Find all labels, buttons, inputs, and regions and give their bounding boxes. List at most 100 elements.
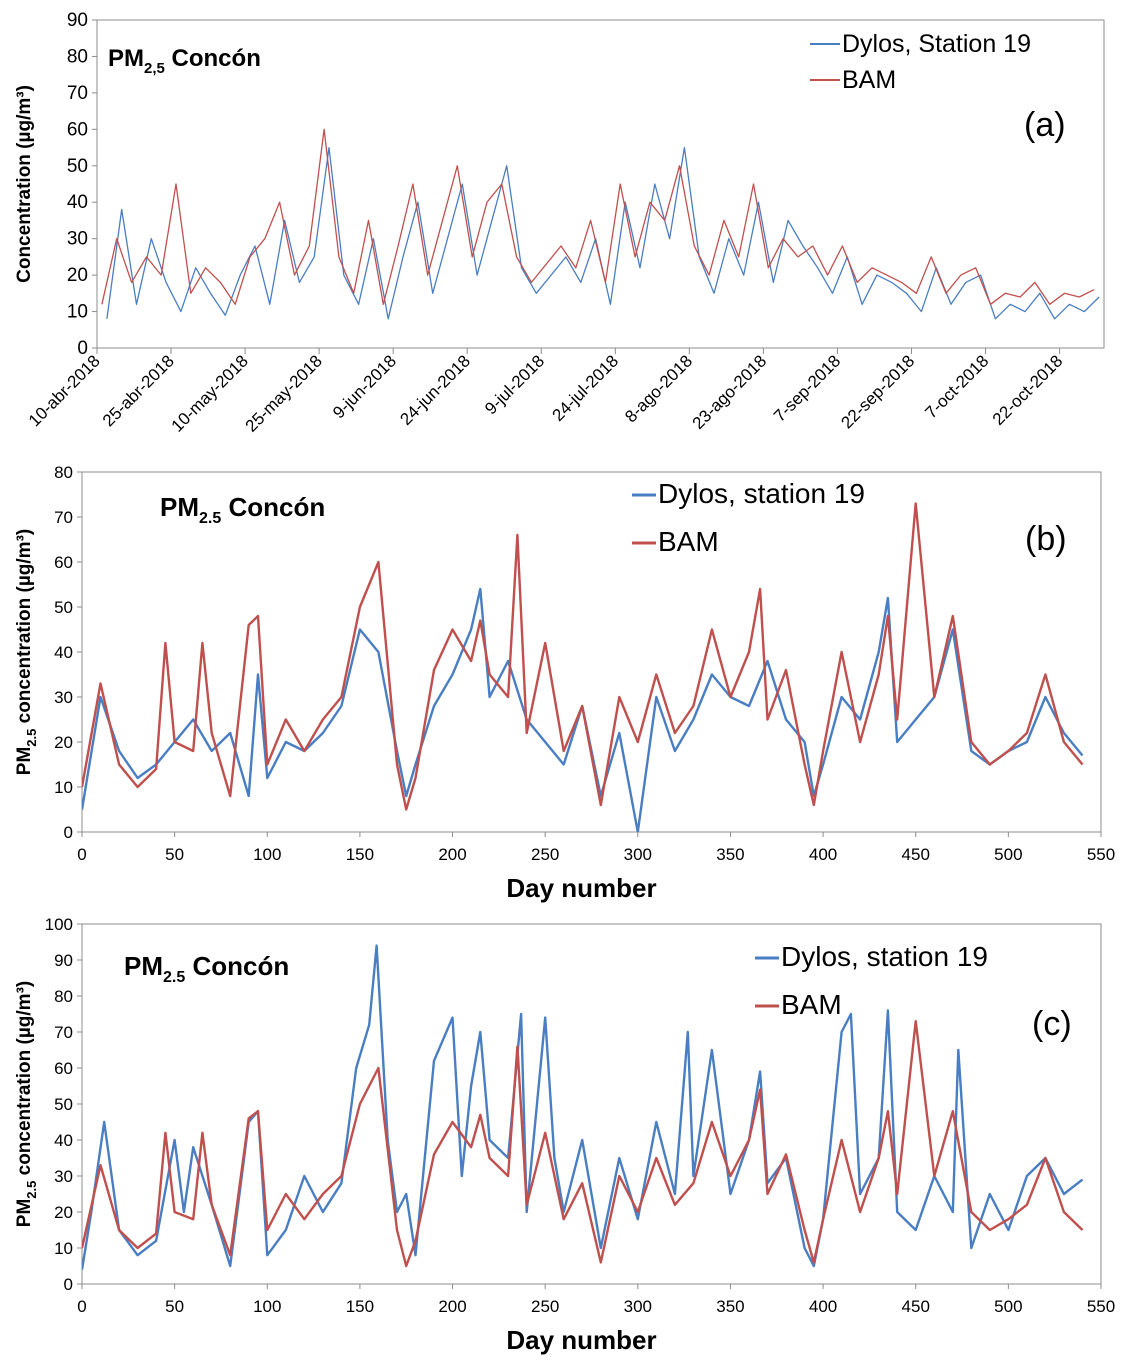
x-tick-label: 22-oct-2018	[989, 351, 1067, 429]
x-tick-label: 300	[624, 1297, 652, 1316]
x-tick-label: 550	[1087, 845, 1115, 864]
y-tick-label: 60	[54, 1059, 73, 1078]
x-tick-label: 500	[994, 1297, 1022, 1316]
legend-label-dylos-station-19: Dylos, Station 19	[842, 30, 1031, 58]
legend-label-dylos-station-19: Dylos, station 19	[658, 478, 865, 509]
chart-panel-b: 0 10 20 30 40 50 60 70 80 0 50 100 150 200 250 300 350 40…	[14, 463, 1115, 903]
x-tick-label: 0	[77, 1297, 86, 1316]
y-tick-label: 100	[45, 915, 73, 934]
x-tick-label: 7-sep-2018	[770, 351, 844, 425]
y-tick-label: 60	[54, 553, 73, 572]
y-tick-label: 20	[67, 265, 88, 286]
x-tick-label: 10-may-2018	[168, 351, 252, 435]
y-axis-title-rest: concentration (µg/m³)	[14, 529, 35, 729]
y-axis-title-main: PM	[14, 747, 35, 776]
series-line-bam	[82, 1020, 1084, 1268]
panel-label: (b)	[1025, 520, 1067, 558]
x-tick-label: 300	[624, 845, 652, 864]
chart-title-sub: 2,5	[144, 60, 165, 77]
panel-label: (a)	[1024, 106, 1066, 144]
y-tick-label: 40	[67, 192, 88, 213]
x-tick-label: 25-may-2018	[242, 351, 326, 435]
x-tick-label: 250	[531, 845, 559, 864]
plot-area-frame	[81, 471, 1102, 833]
y-tick-label: 90	[67, 10, 88, 31]
x-tick-label: 500	[994, 845, 1022, 864]
y-tick-label: 50	[54, 598, 73, 617]
chart-title-rest: Concón	[185, 951, 289, 981]
y-tick-label: 10	[54, 778, 73, 797]
y-tick-label: 40	[54, 643, 73, 662]
y-tick-label: 50	[67, 156, 88, 177]
chart-panel-a: 0 10 20 30 40 50 60 70 80 90 10-abr-201825-abr-201…	[14, 10, 1105, 436]
y-tick-label: 50	[54, 1095, 73, 1114]
y-tick-label: 10	[67, 302, 88, 323]
panel-label: (c)	[1032, 1005, 1072, 1043]
y-tick-label: 40	[54, 1131, 73, 1150]
chart-title: PM2.5 Concón	[160, 492, 325, 527]
x-tick-label: 7-oct-2018	[921, 351, 992, 422]
series-line-bam	[101, 128, 1095, 305]
y-tick-label: 20	[54, 733, 73, 752]
series-line-dylos-station-19	[106, 146, 1100, 320]
series-line-dylos-station-19	[82, 587, 1084, 832]
y-tick-label: 0	[64, 823, 73, 842]
legend: Dylos, station 19 BAM	[755, 941, 988, 1020]
y-tick-label: 60	[67, 119, 88, 140]
y-tick-label: 80	[67, 46, 88, 67]
chart-title-rest: Concón	[221, 492, 325, 522]
x-tick-label: 8-ago-2018	[621, 351, 696, 426]
y-axis-title: PM2.5 concentration (µg/m³)	[14, 981, 39, 1227]
legend: Dylos, station 19 BAM	[632, 478, 865, 557]
y-axis-title-main: PM	[14, 1199, 35, 1228]
x-tick-label: 400	[809, 845, 837, 864]
x-axis-title: Day number	[506, 873, 656, 903]
x-tick-label: 10-abr-2018	[25, 351, 104, 430]
chart-title: PM2.5 Concón	[124, 951, 289, 986]
y-tick-label: 0	[64, 1275, 73, 1294]
chart-title-rest: Concón	[165, 45, 261, 72]
series-line-bam	[82, 502, 1084, 811]
y-axis-title-sub: 2.5	[24, 1181, 39, 1199]
y-tick-label: 10	[54, 1239, 73, 1258]
x-tick-label: 24-jul-2018	[549, 351, 623, 425]
y-tick-label: 30	[54, 688, 73, 707]
x-tick-label: 550	[1087, 1297, 1115, 1316]
legend-label-dylos-station-19: Dylos, station 19	[781, 941, 988, 972]
plot-area-frame	[96, 19, 1105, 349]
x-tick-label: 400	[809, 1297, 837, 1316]
chart-title-main: PM	[160, 492, 199, 522]
chart-title-main: PM	[108, 45, 144, 72]
y-tick-label: 90	[54, 951, 73, 970]
chart-title-sub: 2.5	[163, 969, 185, 986]
legend-label-bam: BAM	[658, 526, 719, 557]
y-axis-title-rest: concentration (µg/m³)	[14, 981, 35, 1181]
x-tick-label: 450	[902, 845, 930, 864]
x-tick-label: 150	[346, 1297, 374, 1316]
y-tick-label: 30	[67, 229, 88, 250]
x-tick-label: 100	[253, 845, 281, 864]
y-tick-label: 80	[54, 987, 73, 1006]
x-tick-label: 150	[346, 845, 374, 864]
chart-title: PM2,5 Concón	[108, 45, 261, 77]
chart-title-main: PM	[124, 951, 163, 981]
x-axis-title: Day number	[506, 1325, 656, 1355]
x-tick-label: 22-sep-2018	[837, 351, 918, 432]
x-tick-label: 200	[438, 845, 466, 864]
x-tick-label: 450	[902, 1297, 930, 1316]
chart-panel-c: 0 10 20 30 40 50 60 70 80 90 100 0 50 100 150 200 250 300…	[14, 915, 1115, 1355]
x-tick-label: 0	[77, 845, 86, 864]
y-tick-label: 80	[54, 463, 73, 482]
x-tick-label: 350	[716, 1297, 744, 1316]
x-tick-label: 50	[165, 845, 184, 864]
x-tick-label: 100	[253, 1297, 281, 1316]
x-tick-label: 350	[716, 845, 744, 864]
y-axis-title: PM2.5 concentration (µg/m³)	[14, 529, 39, 775]
legend-label-bam: BAM	[781, 989, 842, 1020]
chart-title-sub: 2.5	[199, 510, 221, 527]
x-tick-label: 50	[165, 1297, 184, 1316]
x-tick-label: 25-abr-2018	[99, 351, 178, 430]
x-tick-label: 9-jul-2018	[481, 351, 548, 418]
y-axis-title: Concentration (µg/m³)	[14, 85, 35, 283]
